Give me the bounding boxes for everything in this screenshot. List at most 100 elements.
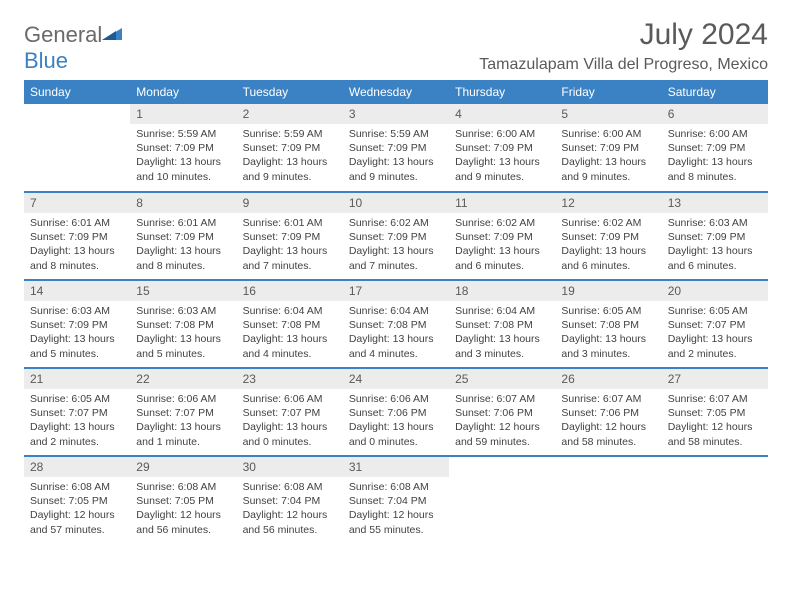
- sunset-text: Sunset: 7:07 PM: [243, 406, 337, 420]
- sunrise-text: Sunrise: 6:07 AM: [668, 392, 762, 406]
- sunset-text: Sunset: 7:04 PM: [349, 494, 443, 508]
- day-number: 16: [237, 281, 343, 301]
- sunrise-text: Sunrise: 6:00 AM: [561, 127, 655, 141]
- sunrise-text: Sunrise: 6:03 AM: [30, 304, 124, 318]
- daylight-text: Daylight: 13 hours and 4 minutes.: [349, 332, 443, 360]
- sunrise-text: Sunrise: 6:06 AM: [349, 392, 443, 406]
- day-details: Sunrise: 6:04 AMSunset: 7:08 PMDaylight:…: [343, 301, 449, 365]
- sunrise-text: Sunrise: 6:06 AM: [243, 392, 337, 406]
- daylight-text: Daylight: 13 hours and 6 minutes.: [455, 244, 549, 272]
- sunrise-text: Sunrise: 6:01 AM: [243, 216, 337, 230]
- day-details: Sunrise: 6:05 AMSunset: 7:08 PMDaylight:…: [555, 301, 661, 365]
- sunrise-text: Sunrise: 6:03 AM: [668, 216, 762, 230]
- sunset-text: Sunset: 7:09 PM: [243, 141, 337, 155]
- daylight-text: Daylight: 12 hours and 56 minutes.: [136, 508, 230, 536]
- calendar-day-cell: [24, 104, 130, 192]
- calendar-day-cell: 15Sunrise: 6:03 AMSunset: 7:08 PMDayligh…: [130, 280, 236, 368]
- day-details: Sunrise: 6:02 AMSunset: 7:09 PMDaylight:…: [449, 213, 555, 277]
- daylight-text: Daylight: 13 hours and 0 minutes.: [349, 420, 443, 448]
- calendar-day-cell: 14Sunrise: 6:03 AMSunset: 7:09 PMDayligh…: [24, 280, 130, 368]
- day-details: Sunrise: 6:06 AMSunset: 7:07 PMDaylight:…: [237, 389, 343, 453]
- daylight-text: Daylight: 13 hours and 9 minutes.: [243, 155, 337, 183]
- daylight-text: Daylight: 12 hours and 55 minutes.: [349, 508, 443, 536]
- sunrise-text: Sunrise: 6:05 AM: [561, 304, 655, 318]
- triangle-icon: [102, 22, 122, 48]
- sunset-text: Sunset: 7:06 PM: [349, 406, 443, 420]
- sunrise-text: Sunrise: 6:02 AM: [561, 216, 655, 230]
- sunset-text: Sunset: 7:05 PM: [668, 406, 762, 420]
- calendar-day-cell: 7Sunrise: 6:01 AMSunset: 7:09 PMDaylight…: [24, 192, 130, 280]
- calendar-day-cell: 10Sunrise: 6:02 AMSunset: 7:09 PMDayligh…: [343, 192, 449, 280]
- sunrise-text: Sunrise: 6:08 AM: [30, 480, 124, 494]
- day-details: Sunrise: 6:00 AMSunset: 7:09 PMDaylight:…: [555, 124, 661, 188]
- daylight-text: Daylight: 12 hours and 57 minutes.: [30, 508, 124, 536]
- calendar-day-cell: 20Sunrise: 6:05 AMSunset: 7:07 PMDayligh…: [662, 280, 768, 368]
- daylight-text: Daylight: 12 hours and 59 minutes.: [455, 420, 549, 448]
- daylight-text: Daylight: 13 hours and 0 minutes.: [243, 420, 337, 448]
- day-number: 24: [343, 369, 449, 389]
- daylight-text: Daylight: 13 hours and 8 minutes.: [136, 244, 230, 272]
- calendar-day-cell: 19Sunrise: 6:05 AMSunset: 7:08 PMDayligh…: [555, 280, 661, 368]
- day-number: 15: [130, 281, 236, 301]
- day-details: Sunrise: 6:06 AMSunset: 7:06 PMDaylight:…: [343, 389, 449, 453]
- daylight-text: Daylight: 13 hours and 5 minutes.: [30, 332, 124, 360]
- day-details: Sunrise: 6:03 AMSunset: 7:08 PMDaylight:…: [130, 301, 236, 365]
- sunset-text: Sunset: 7:09 PM: [561, 230, 655, 244]
- weekday-header: Wednesday: [343, 80, 449, 104]
- calendar-week-row: 28Sunrise: 6:08 AMSunset: 7:05 PMDayligh…: [24, 456, 768, 544]
- daylight-text: Daylight: 13 hours and 2 minutes.: [30, 420, 124, 448]
- sunrise-text: Sunrise: 6:06 AM: [136, 392, 230, 406]
- sunset-text: Sunset: 7:06 PM: [561, 406, 655, 420]
- day-number: 2: [237, 104, 343, 124]
- sunset-text: Sunset: 7:04 PM: [243, 494, 337, 508]
- sunset-text: Sunset: 7:09 PM: [30, 318, 124, 332]
- sunset-text: Sunset: 7:09 PM: [30, 230, 124, 244]
- daylight-text: Daylight: 12 hours and 56 minutes.: [243, 508, 337, 536]
- calendar-day-cell: [555, 456, 661, 544]
- calendar-day-cell: 11Sunrise: 6:02 AMSunset: 7:09 PMDayligh…: [449, 192, 555, 280]
- day-details: Sunrise: 6:04 AMSunset: 7:08 PMDaylight:…: [237, 301, 343, 365]
- calendar-day-cell: 29Sunrise: 6:08 AMSunset: 7:05 PMDayligh…: [130, 456, 236, 544]
- daylight-text: Daylight: 13 hours and 9 minutes.: [349, 155, 443, 183]
- sunset-text: Sunset: 7:06 PM: [455, 406, 549, 420]
- daylight-text: Daylight: 13 hours and 4 minutes.: [243, 332, 337, 360]
- daylight-text: Daylight: 13 hours and 5 minutes.: [136, 332, 230, 360]
- day-number: 27: [662, 369, 768, 389]
- sunset-text: Sunset: 7:08 PM: [136, 318, 230, 332]
- calendar-day-cell: 5Sunrise: 6:00 AMSunset: 7:09 PMDaylight…: [555, 104, 661, 192]
- calendar-day-cell: 6Sunrise: 6:00 AMSunset: 7:09 PMDaylight…: [662, 104, 768, 192]
- sunrise-text: Sunrise: 6:08 AM: [349, 480, 443, 494]
- daylight-text: Daylight: 13 hours and 3 minutes.: [561, 332, 655, 360]
- day-details: Sunrise: 5:59 AMSunset: 7:09 PMDaylight:…: [130, 124, 236, 188]
- day-details: Sunrise: 6:07 AMSunset: 7:05 PMDaylight:…: [662, 389, 768, 453]
- calendar-day-cell: 23Sunrise: 6:06 AMSunset: 7:07 PMDayligh…: [237, 368, 343, 456]
- sunrise-text: Sunrise: 5:59 AM: [136, 127, 230, 141]
- calendar-body: 1Sunrise: 5:59 AMSunset: 7:09 PMDaylight…: [24, 104, 768, 544]
- daylight-text: Daylight: 13 hours and 1 minute.: [136, 420, 230, 448]
- day-details: Sunrise: 6:04 AMSunset: 7:08 PMDaylight:…: [449, 301, 555, 365]
- sunset-text: Sunset: 7:08 PM: [349, 318, 443, 332]
- sunset-text: Sunset: 7:09 PM: [455, 230, 549, 244]
- day-details: Sunrise: 6:01 AMSunset: 7:09 PMDaylight:…: [237, 213, 343, 277]
- weekday-header: Thursday: [449, 80, 555, 104]
- day-details: Sunrise: 6:00 AMSunset: 7:09 PMDaylight:…: [449, 124, 555, 188]
- day-details: Sunrise: 5:59 AMSunset: 7:09 PMDaylight:…: [237, 124, 343, 188]
- calendar-day-cell: 17Sunrise: 6:04 AMSunset: 7:08 PMDayligh…: [343, 280, 449, 368]
- calendar-week-row: 21Sunrise: 6:05 AMSunset: 7:07 PMDayligh…: [24, 368, 768, 456]
- daylight-text: Daylight: 13 hours and 8 minutes.: [30, 244, 124, 272]
- month-title: July 2024: [479, 18, 768, 52]
- day-details: Sunrise: 6:07 AMSunset: 7:06 PMDaylight:…: [449, 389, 555, 453]
- sunrise-text: Sunrise: 6:05 AM: [30, 392, 124, 406]
- day-details: Sunrise: 6:03 AMSunset: 7:09 PMDaylight:…: [24, 301, 130, 365]
- day-details: Sunrise: 6:00 AMSunset: 7:09 PMDaylight:…: [662, 124, 768, 188]
- calendar-day-cell: 26Sunrise: 6:07 AMSunset: 7:06 PMDayligh…: [555, 368, 661, 456]
- daylight-text: Daylight: 13 hours and 9 minutes.: [561, 155, 655, 183]
- sunset-text: Sunset: 7:08 PM: [561, 318, 655, 332]
- calendar-week-row: 1Sunrise: 5:59 AMSunset: 7:09 PMDaylight…: [24, 104, 768, 192]
- calendar-day-cell: 13Sunrise: 6:03 AMSunset: 7:09 PMDayligh…: [662, 192, 768, 280]
- sunrise-text: Sunrise: 6:07 AM: [455, 392, 549, 406]
- day-number: 3: [343, 104, 449, 124]
- day-number: 9: [237, 193, 343, 213]
- day-number: 11: [449, 193, 555, 213]
- sunrise-text: Sunrise: 6:04 AM: [349, 304, 443, 318]
